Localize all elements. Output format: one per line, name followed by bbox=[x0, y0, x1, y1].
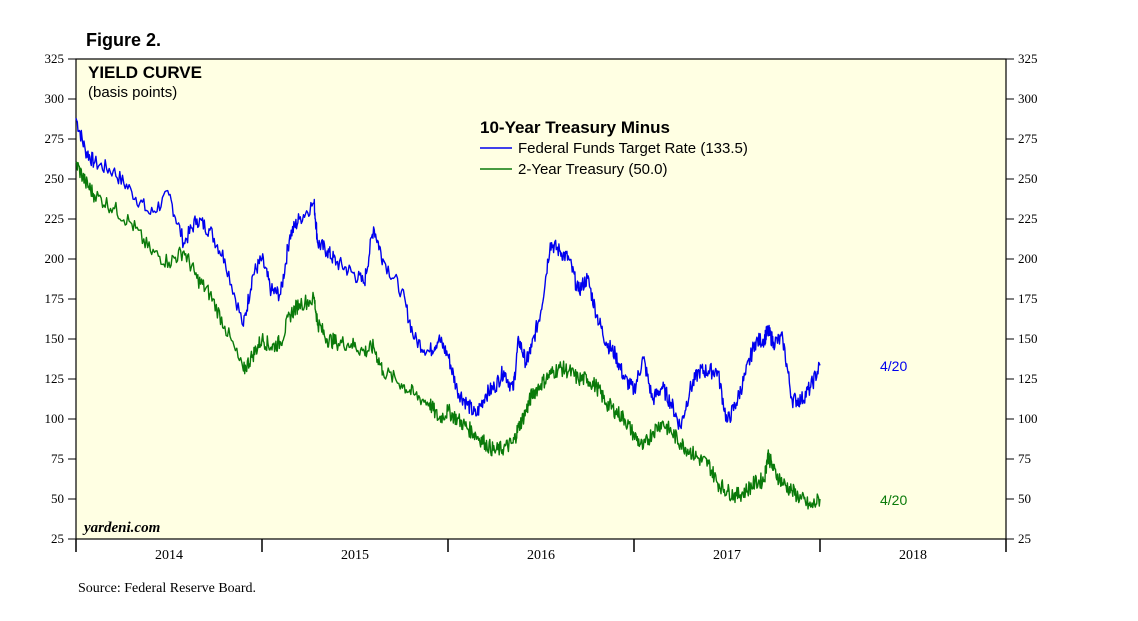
legend: 10-Year Treasury Minus Federal Funds Tar… bbox=[480, 118, 748, 178]
y-tick-label-left: 175 bbox=[45, 291, 65, 306]
series-layer bbox=[75, 118, 821, 510]
y-tick-label-right: 300 bbox=[1018, 91, 1038, 106]
watermark: yardeni.com bbox=[82, 520, 160, 536]
y-tick-label-right: 75 bbox=[1018, 451, 1031, 466]
right-y-axis: 25 50 75 100 125 150 175 200 225 250 275 300 325 bbox=[1006, 51, 1038, 546]
legend-label-fed-funds: Federal Funds Target Rate (133.5) bbox=[518, 140, 748, 157]
fed-funds-end-label: 4/20 bbox=[880, 358, 907, 374]
x-year-label: 2017 bbox=[713, 548, 741, 563]
x-year-label: 2016 bbox=[527, 548, 555, 563]
y-tick-label-left: 275 bbox=[45, 131, 65, 146]
y-tick-label-right: 50 bbox=[1018, 491, 1031, 506]
y-tick-label-left: 225 bbox=[45, 211, 65, 226]
legend-label-2-year: 2-Year Treasury (50.0) bbox=[518, 161, 668, 178]
two-year-end-label: 4/20 bbox=[880, 492, 907, 508]
chart-title: YIELD CURVE bbox=[88, 63, 202, 82]
y-tick-label-right: 125 bbox=[1018, 371, 1038, 386]
y-tick-label-left: 25 bbox=[51, 531, 64, 546]
y-tick-label-left: 325 bbox=[45, 51, 65, 66]
x-year-label: 2014 bbox=[155, 548, 183, 563]
y-tick-label-right: 275 bbox=[1018, 131, 1038, 146]
y-tick-label-left: 300 bbox=[45, 91, 65, 106]
y-tick-label-right: 225 bbox=[1018, 211, 1038, 226]
y-tick-label-left: 100 bbox=[45, 411, 65, 426]
y-tick-label-left: 250 bbox=[45, 171, 65, 186]
y-tick-label-right: 200 bbox=[1018, 251, 1038, 266]
x-axis: 2014 2015 2016 2017 2018 bbox=[75, 539, 1007, 563]
y-tick-label-left: 50 bbox=[51, 491, 64, 506]
source-note: Source: Federal Reserve Board. bbox=[78, 581, 256, 596]
y-tick-label-right: 250 bbox=[1018, 171, 1038, 186]
y-tick-label-left: 150 bbox=[45, 331, 65, 346]
y-tick-label-left: 75 bbox=[51, 451, 64, 466]
y-tick-label-left: 125 bbox=[45, 371, 65, 386]
two-year-spread-line bbox=[75, 161, 821, 510]
y-tick-label-right: 175 bbox=[1018, 291, 1038, 306]
y-tick-label-right: 25 bbox=[1018, 531, 1031, 546]
chart-subtitle: (basis points) bbox=[88, 84, 177, 101]
x-year-label: 2015 bbox=[341, 548, 369, 563]
fed-funds-spread-line bbox=[75, 118, 821, 430]
y-tick-label-right: 150 bbox=[1018, 331, 1038, 346]
plot-area bbox=[75, 58, 1007, 540]
left-y-axis: 25 50 75 100 125 150 175 200 225 250 275 300 325 bbox=[45, 51, 76, 546]
x-year-label: 2018 bbox=[899, 548, 927, 563]
figure-label: Figure 2. bbox=[86, 30, 161, 50]
y-tick-label-right: 325 bbox=[1018, 51, 1038, 66]
y-tick-label-left: 200 bbox=[45, 251, 65, 266]
legend-title: 10-Year Treasury Minus bbox=[480, 118, 670, 137]
y-tick-label-right: 100 bbox=[1018, 411, 1038, 426]
